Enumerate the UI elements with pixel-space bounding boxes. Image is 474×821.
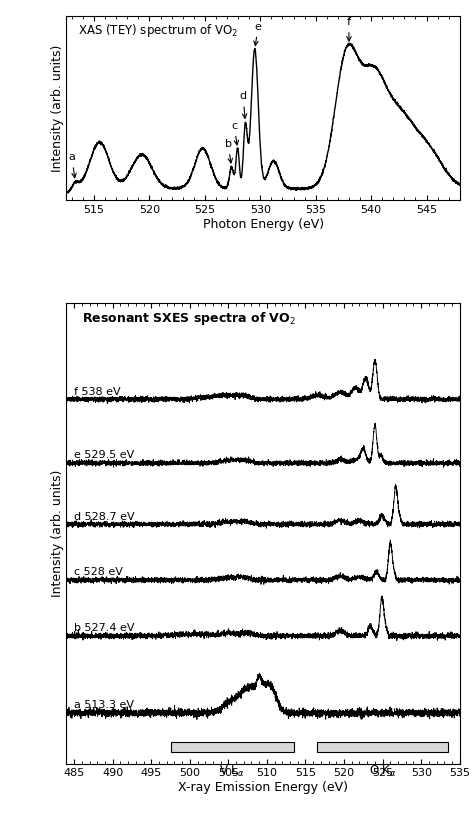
Text: XAS (TEY) spectrum of VO$_2$: XAS (TEY) spectrum of VO$_2$ (78, 22, 238, 39)
X-axis label: Photon Energy (eV): Photon Energy (eV) (202, 218, 324, 231)
Text: b: b (225, 139, 232, 163)
Text: d 528.7 eV: d 528.7 eV (74, 511, 135, 521)
Text: e 529.5 eV: e 529.5 eV (74, 451, 134, 461)
Y-axis label: Intensity (arb. units): Intensity (arb. units) (51, 470, 64, 597)
Text: b 527.4 eV: b 527.4 eV (74, 623, 135, 633)
Text: c: c (231, 121, 238, 144)
Bar (171, 742, 294, 752)
Text: f 538 eV: f 538 eV (74, 387, 121, 397)
Text: O K$_{\alpha}$: O K$_{\alpha}$ (369, 764, 397, 778)
X-axis label: X-ray Emission Energy (eV): X-ray Emission Energy (eV) (178, 781, 348, 794)
Text: a: a (68, 152, 76, 177)
Y-axis label: Intensity (arb. units): Intensity (arb. units) (51, 44, 64, 172)
Text: f: f (347, 17, 351, 41)
Text: e: e (254, 21, 262, 46)
Text: d: d (239, 91, 247, 118)
Text: Resonant SXES spectra of VO$_2$: Resonant SXES spectra of VO$_2$ (82, 310, 296, 328)
Bar (317, 742, 448, 752)
Text: c 528 eV: c 528 eV (74, 567, 123, 577)
Text: V L$_{\alpha}$: V L$_{\alpha}$ (219, 764, 245, 778)
Text: a 513.3 eV: a 513.3 eV (74, 700, 134, 710)
